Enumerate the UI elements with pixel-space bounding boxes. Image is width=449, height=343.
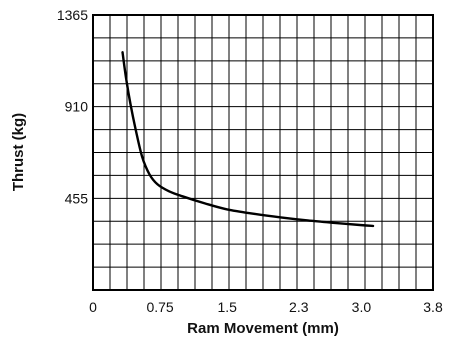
x-tick-label: 0.75 [146, 299, 173, 315]
x-tick-label: 3.8 [423, 299, 443, 315]
y-tick-labels: 455 910 1365 [57, 7, 88, 206]
thrust-curve [121, 51, 375, 228]
x-tick-label: 2.3 [289, 299, 309, 315]
x-tick-label: 1.5 [217, 299, 237, 315]
x-tick-labels: 0 0.75 1.5 2.3 3.0 3.8 [89, 299, 443, 315]
y-tick-label: 1365 [57, 7, 88, 23]
y-axis-title: Thrust (kg) [10, 113, 27, 191]
grid-lines [93, 15, 433, 290]
y-tick-label: 455 [65, 190, 89, 206]
y-tick-label: 910 [65, 99, 89, 115]
x-tick-label: 0 [89, 299, 97, 315]
x-axis-title: Ram Movement (mm) [187, 320, 339, 337]
x-tick-label: 3.0 [352, 299, 372, 315]
plot-frame [92, 14, 434, 291]
